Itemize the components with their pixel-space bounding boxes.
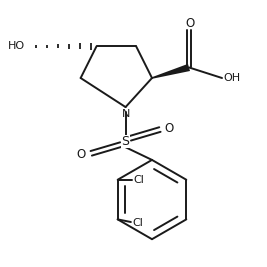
Text: O: O	[185, 17, 194, 30]
Text: O: O	[164, 122, 174, 135]
Text: HO: HO	[7, 41, 25, 51]
Text: OH: OH	[223, 73, 241, 83]
Polygon shape	[152, 64, 190, 79]
Text: N: N	[121, 109, 130, 119]
Text: S: S	[121, 135, 129, 148]
Text: Cl: Cl	[134, 175, 144, 185]
Text: Cl: Cl	[132, 218, 143, 228]
Text: O: O	[77, 148, 86, 161]
